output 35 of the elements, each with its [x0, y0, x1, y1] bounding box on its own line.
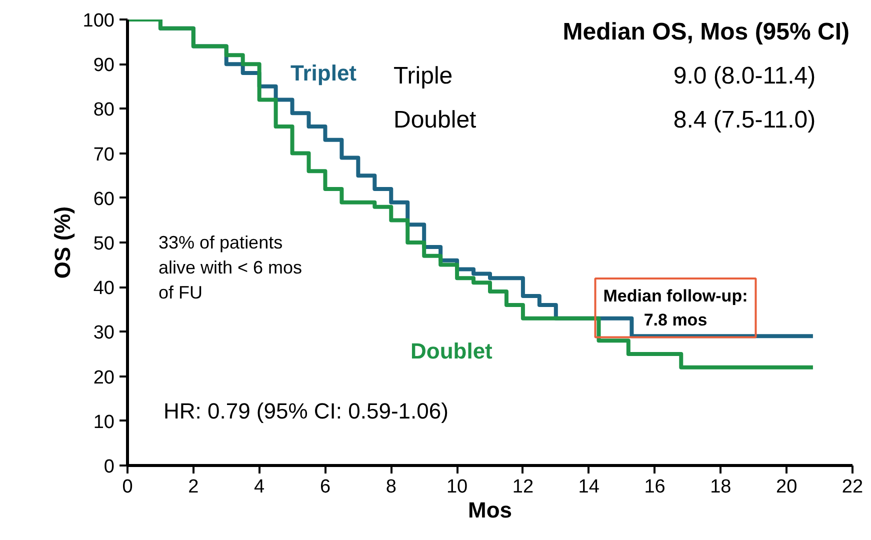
x-tick-label: 20	[776, 476, 798, 498]
x-tick-label: 18	[710, 476, 732, 498]
y-tick-label: 40	[93, 278, 115, 300]
annotation: 8.4 (7.5-11.0)	[673, 106, 816, 134]
y-tick-label: 30	[93, 322, 115, 344]
x-tick-label: 0	[122, 476, 133, 498]
annotation: 9.0 (8.0-11.4)	[673, 62, 816, 90]
y-tick-label: 20	[93, 367, 115, 388]
annotation: 33% of patients alive with < 6 mos of FU	[158, 232, 302, 302]
series-label: Doublet	[410, 338, 494, 364]
x-tick-label: 10	[446, 476, 468, 498]
annotation: HR: 0.79 (95% CI: 0.59-1.06)	[164, 398, 448, 424]
x-tick-label: 6	[320, 476, 331, 498]
x-tick-label: 16	[644, 476, 666, 498]
y-tick-label: 70	[93, 144, 115, 166]
y-tick-label: 80	[93, 100, 115, 121]
annotation: Doublet	[394, 106, 477, 134]
y-tick-label: 60	[93, 188, 115, 210]
y-tick-label: 90	[93, 55, 115, 76]
x-tick-label: 8	[386, 476, 396, 498]
y-tick-label: 0	[104, 456, 115, 478]
x-tick-label: 14	[578, 476, 600, 498]
annotation: Median follow-up: 7.8 mos	[603, 286, 748, 330]
y-tick-label: 100	[82, 10, 114, 32]
series-label: Triplet	[290, 60, 358, 86]
annotation: Triple	[394, 62, 453, 90]
x-tick-label: 12	[512, 476, 534, 498]
y-tick-label: 50	[93, 234, 115, 254]
x-tick-label: 4	[254, 476, 266, 498]
x-tick-label: 22	[842, 476, 864, 498]
annotation: Median OS, Mos (95% CI)	[562, 18, 850, 46]
x-axis-title: Mos	[468, 498, 512, 522]
y-tick-label: 10	[93, 412, 115, 433]
x-tick-label: 2	[188, 476, 199, 498]
y-axis-title: OS (%)	[50, 206, 75, 279]
